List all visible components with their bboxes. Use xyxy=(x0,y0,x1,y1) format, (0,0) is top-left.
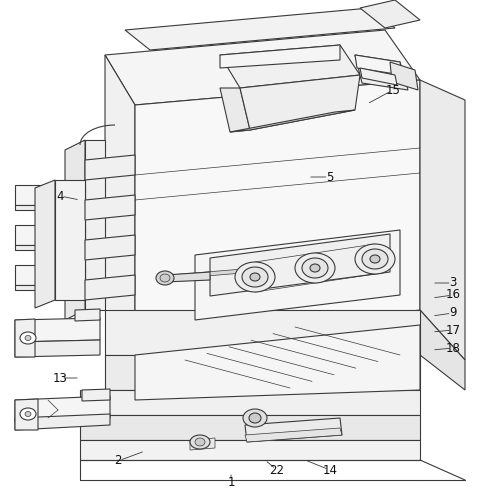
Ellipse shape xyxy=(242,267,268,287)
Polygon shape xyxy=(220,45,360,88)
Polygon shape xyxy=(210,234,390,296)
Text: 5: 5 xyxy=(326,171,334,184)
Text: 1: 1 xyxy=(227,475,235,488)
Text: 22: 22 xyxy=(269,463,284,476)
Polygon shape xyxy=(105,355,420,390)
Text: 4: 4 xyxy=(56,190,64,203)
Polygon shape xyxy=(85,140,105,310)
Polygon shape xyxy=(80,390,420,415)
Polygon shape xyxy=(15,340,100,357)
Polygon shape xyxy=(15,185,85,205)
Ellipse shape xyxy=(243,409,267,427)
Polygon shape xyxy=(125,8,395,50)
Polygon shape xyxy=(85,275,135,300)
Polygon shape xyxy=(170,268,255,279)
Polygon shape xyxy=(360,0,420,28)
Text: 9: 9 xyxy=(449,306,457,319)
Polygon shape xyxy=(355,55,402,75)
Polygon shape xyxy=(35,180,55,308)
Polygon shape xyxy=(245,418,342,442)
Polygon shape xyxy=(15,318,100,342)
Polygon shape xyxy=(15,396,110,422)
Polygon shape xyxy=(220,45,340,68)
Polygon shape xyxy=(105,55,135,345)
Text: 15: 15 xyxy=(386,83,401,97)
Polygon shape xyxy=(82,389,110,401)
Polygon shape xyxy=(190,438,215,450)
Polygon shape xyxy=(15,245,85,250)
Polygon shape xyxy=(245,428,342,442)
Polygon shape xyxy=(165,272,210,282)
Polygon shape xyxy=(15,319,35,357)
Polygon shape xyxy=(420,80,465,360)
Polygon shape xyxy=(15,265,85,285)
Polygon shape xyxy=(135,325,420,400)
Text: 2: 2 xyxy=(114,455,122,467)
Polygon shape xyxy=(355,55,408,90)
Text: 16: 16 xyxy=(445,289,460,301)
Polygon shape xyxy=(420,310,465,390)
Polygon shape xyxy=(85,195,135,220)
Ellipse shape xyxy=(250,273,260,281)
Ellipse shape xyxy=(249,413,261,423)
Polygon shape xyxy=(55,180,85,300)
Text: 13: 13 xyxy=(53,372,67,384)
Text: 14: 14 xyxy=(322,463,337,476)
Polygon shape xyxy=(15,205,85,210)
Polygon shape xyxy=(15,225,85,245)
Polygon shape xyxy=(360,68,397,85)
Polygon shape xyxy=(105,30,420,105)
Ellipse shape xyxy=(195,438,205,446)
Ellipse shape xyxy=(156,271,174,285)
Polygon shape xyxy=(240,75,360,130)
Polygon shape xyxy=(135,80,420,345)
Ellipse shape xyxy=(362,249,388,269)
Ellipse shape xyxy=(20,332,36,344)
Ellipse shape xyxy=(190,435,210,449)
Polygon shape xyxy=(15,285,85,290)
Polygon shape xyxy=(390,62,418,90)
Text: 18: 18 xyxy=(445,342,460,355)
Polygon shape xyxy=(85,235,135,260)
Polygon shape xyxy=(220,88,250,132)
Ellipse shape xyxy=(235,262,275,292)
Polygon shape xyxy=(15,414,110,430)
Polygon shape xyxy=(195,230,400,320)
Polygon shape xyxy=(230,110,355,132)
Ellipse shape xyxy=(310,264,320,272)
Ellipse shape xyxy=(20,408,36,420)
Ellipse shape xyxy=(25,336,31,341)
Polygon shape xyxy=(65,140,85,320)
Ellipse shape xyxy=(370,255,380,263)
Polygon shape xyxy=(15,399,38,430)
Polygon shape xyxy=(75,309,100,321)
Polygon shape xyxy=(80,415,420,440)
Ellipse shape xyxy=(355,244,395,274)
Polygon shape xyxy=(80,440,420,460)
Polygon shape xyxy=(85,155,135,180)
Text: 17: 17 xyxy=(445,323,460,337)
Ellipse shape xyxy=(295,253,335,283)
Ellipse shape xyxy=(160,274,170,282)
Text: 3: 3 xyxy=(449,277,456,290)
Ellipse shape xyxy=(25,411,31,416)
Polygon shape xyxy=(105,310,420,355)
Ellipse shape xyxy=(302,258,328,278)
